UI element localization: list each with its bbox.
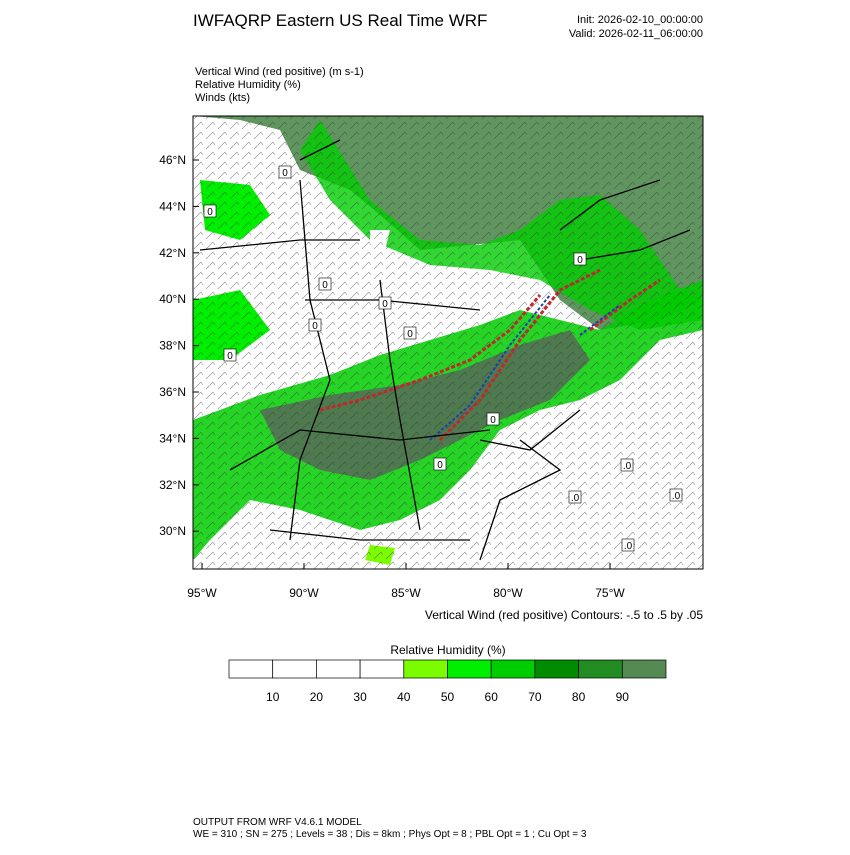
lat-label: 42°N [159, 246, 186, 260]
colorbar-box [621, 659, 667, 679]
colorbar-label: 20 [310, 690, 324, 704]
colorbar-box [447, 659, 492, 679]
lat-label: 40°N [159, 292, 186, 306]
contour-label: .0 [672, 491, 681, 502]
contour-label: .0 [623, 461, 632, 472]
colorbar-box [272, 659, 317, 679]
contour-label-box [486, 412, 500, 426]
title: IWFAQRP Eastern US Real Time WRF [193, 11, 487, 30]
lat-label: 30°N [159, 524, 186, 538]
contour-label-box [433, 457, 447, 471]
lat-label: 36°N [159, 385, 186, 399]
contour-label: 0 [312, 321, 318, 332]
lat-label: 38°N [159, 339, 186, 353]
colorbar-box [316, 659, 361, 679]
contour-label: 0 [407, 329, 413, 340]
colorbar-box [228, 659, 274, 679]
contour-label-box [620, 458, 634, 472]
field-label: Vertical Wind (red positive) (m s-1) [195, 66, 364, 78]
contour-label: .0 [624, 541, 633, 552]
contour-label-box [621, 538, 635, 552]
map-frame [192, 115, 704, 570]
lon-label: 90°W [289, 586, 319, 600]
colorbar-label: 30 [353, 690, 367, 704]
field-label: Relative Humidity (%) [195, 79, 301, 91]
lon-label: 80°W [493, 586, 523, 600]
colorbar-label: 50 [441, 690, 455, 704]
contour-label-box [318, 277, 332, 291]
lon-label: 75°W [595, 586, 625, 600]
lon-label: 85°W [391, 586, 421, 600]
colorbar-label: 70 [528, 690, 542, 704]
colorbar-label: 40 [397, 690, 411, 704]
init-time: Init: 2026-02-10_00:00:00 [577, 14, 703, 26]
contour-label-box [573, 252, 587, 266]
contour-label: .0 [571, 493, 580, 504]
lat-label: 44°N [159, 199, 186, 213]
lon-label: 95°W [187, 586, 217, 600]
colorbar-box [534, 659, 579, 679]
contour-label: 0 [490, 415, 496, 426]
colorbar-label: 90 [616, 690, 630, 704]
colorbar-title: Relative Humidity (%) [390, 643, 505, 657]
colorbar-label: 10 [266, 690, 280, 704]
contour-label-box [203, 204, 217, 218]
contour-label: 0 [437, 460, 443, 471]
colorbar-box [359, 659, 405, 679]
contour-label: 0 [322, 280, 328, 291]
map-area [193, 116, 703, 569]
contour-caption: Vertical Wind (red positive) Contours: -… [425, 608, 703, 622]
contour-label: 0 [382, 299, 388, 310]
contour-label-box [403, 326, 417, 340]
field-label: Winds (kts) [195, 92, 250, 104]
contour-label-box [378, 296, 392, 310]
colorbar-label: 60 [485, 690, 499, 704]
lat-label: 46°N [159, 153, 186, 167]
contour-label-box [568, 490, 582, 504]
colorbar-box [490, 659, 536, 679]
colorbar-box [403, 659, 448, 679]
footer-line: OUTPUT FROM WRF V4.6.1 MODEL [193, 817, 362, 828]
contour-label: 0 [577, 255, 583, 266]
contour-label-box [278, 165, 292, 179]
footer-line: WE = 310 ; SN = 275 ; Levels = 38 ; Dis … [193, 829, 587, 840]
colorbar-label: 80 [572, 690, 586, 704]
contour-label-box [223, 348, 237, 362]
contour-label: 0 [227, 351, 233, 362]
lat-label: 32°N [159, 478, 186, 492]
valid-time: Valid: 2026-02-11_06:00:00 [569, 28, 703, 40]
colorbar-box [578, 659, 623, 679]
contour-label: 0 [207, 207, 213, 218]
contour-label-box [669, 488, 683, 502]
contour-label: 0 [282, 168, 288, 179]
contour-label-box [308, 318, 322, 332]
lat-label: 34°N [159, 431, 186, 445]
